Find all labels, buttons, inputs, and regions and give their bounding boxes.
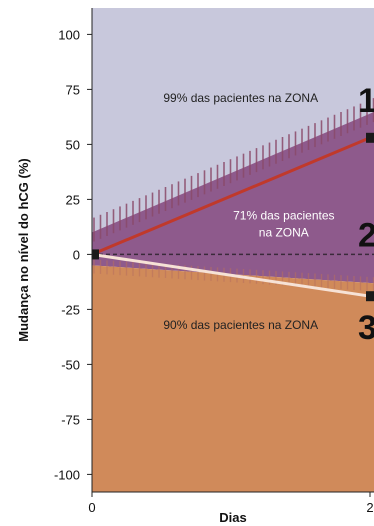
y-tick-label: -50 bbox=[61, 357, 80, 372]
zone-2-number: 2 bbox=[358, 216, 374, 254]
zone-1-label: 99% das pacientes na ZONA bbox=[163, 91, 318, 105]
zone-2-label: 71% das pacientes bbox=[233, 208, 334, 222]
zone-band-3 bbox=[92, 265, 374, 492]
series-line-1 bbox=[92, 136, 371, 256]
zone-band-1 bbox=[92, 8, 374, 233]
y-tick-label: 25 bbox=[66, 192, 80, 207]
y-tick-label: -25 bbox=[61, 302, 80, 317]
x-axis-title: Dias bbox=[219, 510, 246, 525]
series-end-marker-2 bbox=[366, 291, 374, 302]
origin-marker bbox=[92, 249, 99, 260]
y-tick-label: 100 bbox=[58, 27, 80, 42]
y-tick-label: -100 bbox=[54, 467, 80, 482]
x-tick-label: 2 bbox=[366, 500, 373, 515]
series-line-2 bbox=[92, 252, 371, 298]
axes: 100 75 50 25 0 -25 -50 -75 -100 0 2 bbox=[54, 8, 374, 515]
y-tick-label: 50 bbox=[66, 137, 80, 152]
y-tick-label: -75 bbox=[61, 412, 80, 427]
zone-3-number: 3 bbox=[358, 309, 374, 347]
zone-3-label: 90% das pacientes na ZONA bbox=[163, 318, 318, 332]
upper-boundary-hatch bbox=[93, 98, 374, 242]
y-tick-label: 75 bbox=[66, 82, 80, 97]
zone-2-label: na ZONA bbox=[259, 225, 309, 239]
zone-band-2 bbox=[92, 111, 374, 284]
plot-area: 99% das pacientes na ZONA 1 71% das pacien… bbox=[92, 8, 374, 492]
x-tick-label: 0 bbox=[88, 500, 95, 515]
y-tick-label: 0 bbox=[73, 247, 80, 262]
y-axis-title: Mudança no nível do hCG (%) bbox=[16, 158, 31, 341]
series-end-marker-1 bbox=[366, 132, 374, 143]
zone-1-number: 1 bbox=[358, 82, 374, 120]
